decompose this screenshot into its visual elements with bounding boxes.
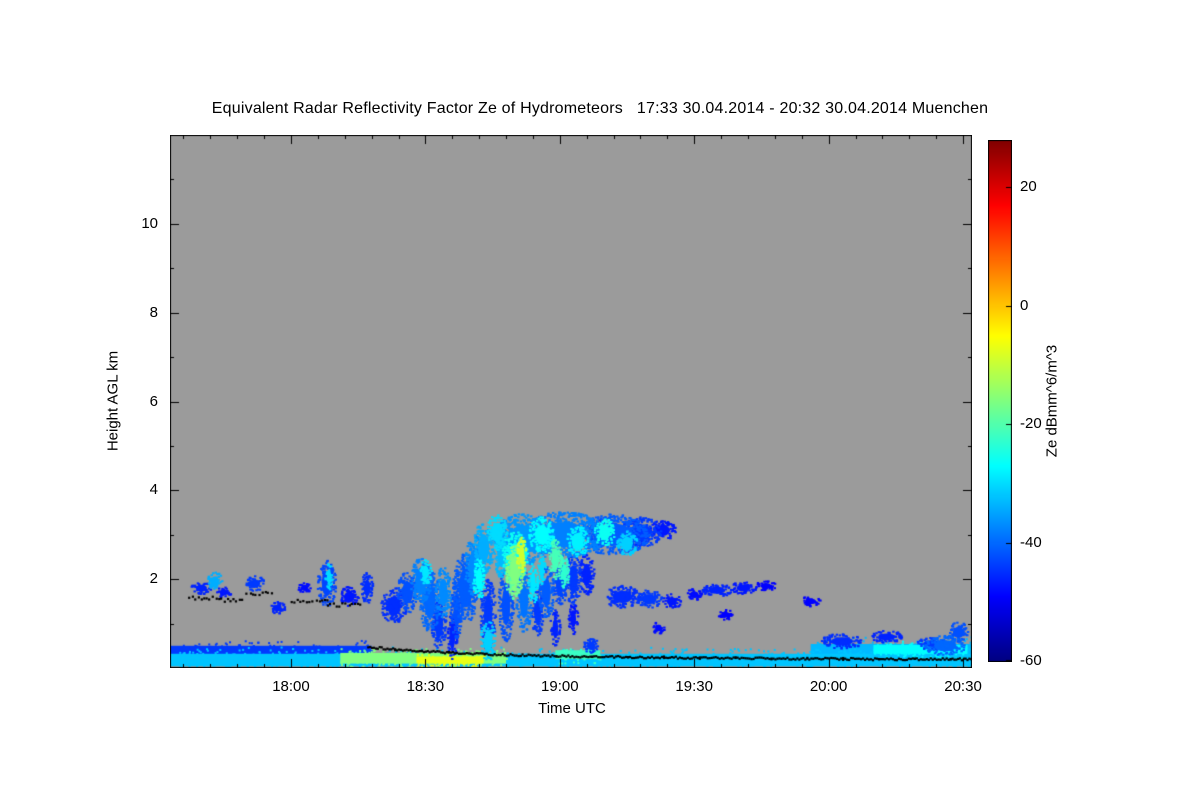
heatmap-plot-area: [170, 135, 972, 668]
colorbar-tick-label: 20: [1020, 178, 1037, 196]
x-tick-label: 19:30: [675, 678, 713, 695]
x-tick-label: 20:30: [944, 678, 982, 695]
colorbar-tick-label: -40: [1020, 533, 1042, 551]
y-tick-label: 4: [149, 481, 158, 499]
x-tick-label: 19:00: [541, 678, 579, 695]
x-axis-title: Time UTC: [538, 700, 606, 717]
colorbar-tick-label: -60: [1020, 652, 1042, 669]
colorbar-gradient: [988, 140, 1012, 662]
y-tick-label: 10: [141, 214, 158, 232]
x-tick-label: 20:00: [809, 678, 848, 695]
y-tick-label: 8: [149, 303, 158, 321]
colorbar-tick-label: 0: [1020, 296, 1029, 314]
colorbar-title: Ze dBmm^6/m^3: [1043, 344, 1061, 458]
y-tick-label: 6: [149, 392, 158, 410]
x-tick-label: 18:30: [406, 678, 445, 695]
chart-title: Equivalent Radar Reflectivity Factor Ze …: [211, 100, 989, 117]
colorbar-tick-label: -20: [1020, 415, 1042, 433]
x-tick-label: 18:00: [272, 678, 310, 695]
y-tick-label: 2: [149, 570, 158, 588]
